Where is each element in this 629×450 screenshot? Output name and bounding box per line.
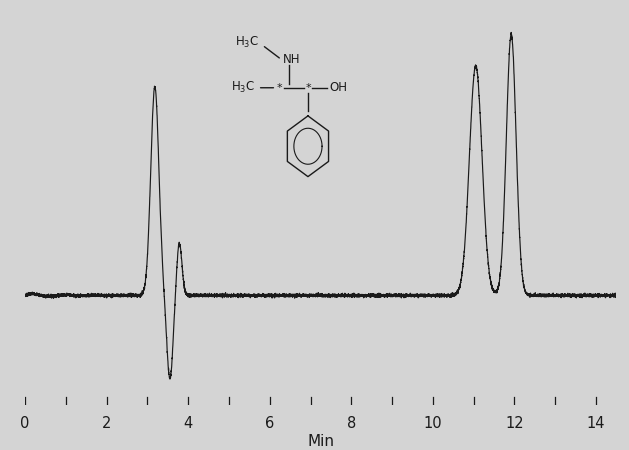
Text: *: * [277, 83, 282, 93]
Text: H$_3$C: H$_3$C [235, 35, 259, 50]
Text: 6: 6 [265, 416, 274, 431]
Text: 4: 4 [184, 416, 193, 431]
Text: 0: 0 [21, 416, 30, 431]
Text: NH: NH [283, 53, 301, 66]
Text: H$_3$C: H$_3$C [231, 80, 255, 95]
Text: 10: 10 [423, 416, 442, 431]
Text: *: * [305, 83, 311, 93]
Text: 8: 8 [347, 416, 356, 431]
Text: 2: 2 [102, 416, 111, 431]
Text: OH: OH [329, 81, 347, 94]
Text: 14: 14 [587, 416, 605, 431]
Text: 12: 12 [505, 416, 524, 431]
Text: Min: Min [308, 435, 334, 450]
